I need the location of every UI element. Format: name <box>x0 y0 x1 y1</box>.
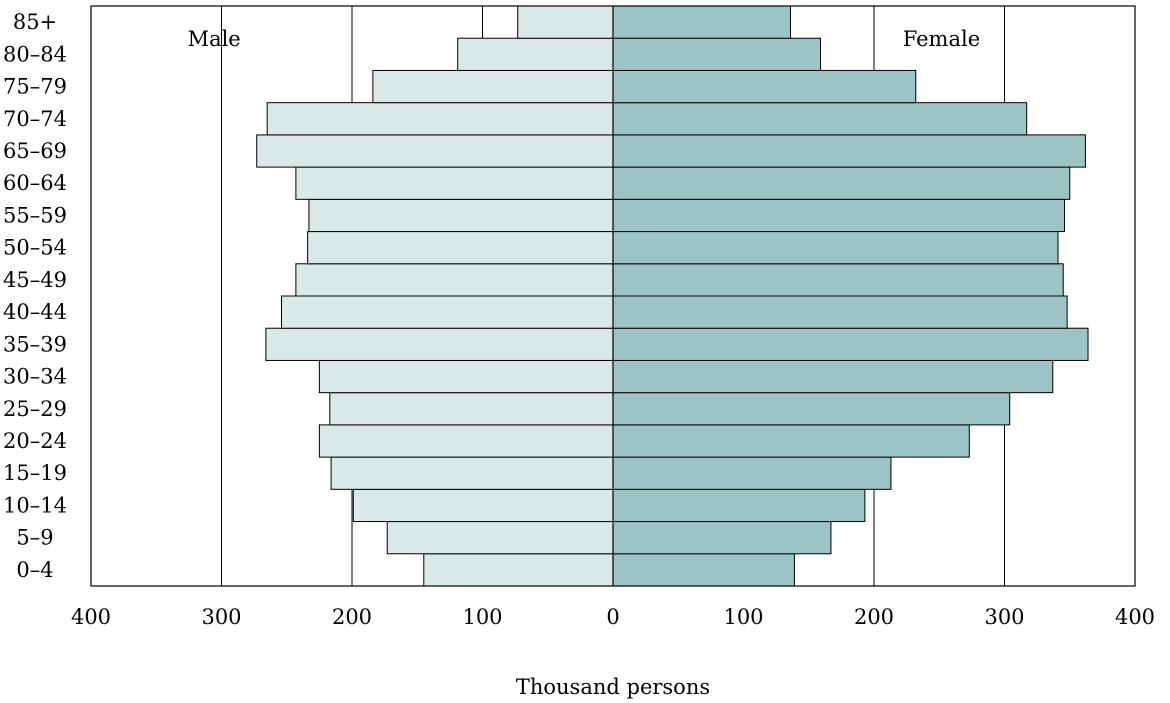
age-group-label: 5–9 <box>16 526 53 550</box>
age-group-labels: 0–4 5–9 10–14 15–19 20–24 25–29 30–34 35–39 40–4… <box>3 10 67 582</box>
female-bar <box>612 392 1011 426</box>
female-bar <box>612 69 917 104</box>
bars <box>256 5 1089 587</box>
male-bar <box>329 392 614 426</box>
age-group-label: 70–74 <box>3 107 67 131</box>
x-tick-label: 200 <box>854 605 894 629</box>
male-bar <box>352 488 614 523</box>
male-bar <box>330 456 614 490</box>
age-group-label: 15–19 <box>3 461 67 485</box>
x-tick-label: 400 <box>1115 605 1155 629</box>
x-tick-label: 400 <box>71 605 111 629</box>
age-group-label: 50–54 <box>3 236 67 260</box>
male-bar <box>517 5 614 39</box>
female-bar <box>612 359 1054 394</box>
age-group-label: 30–34 <box>3 365 67 389</box>
x-tick-label: 100 <box>723 605 763 629</box>
age-group-label: 25–29 <box>3 397 67 421</box>
age-group-label: 60–64 <box>3 171 67 195</box>
male-side-label: Male <box>188 27 241 51</box>
male-bar <box>423 553 614 587</box>
female-bar <box>612 263 1064 297</box>
age-group-label: 35–39 <box>3 332 67 356</box>
age-group-label: 45–49 <box>3 268 67 292</box>
male-bar <box>386 521 614 555</box>
male-bar <box>281 295 614 329</box>
age-group-label: 85+ <box>13 10 57 34</box>
age-group-label: 10–14 <box>3 493 67 517</box>
x-tick-label: 0 <box>606 605 619 629</box>
age-group-label: 75–79 <box>3 75 67 99</box>
x-tick-label: 100 <box>462 605 502 629</box>
male-bar <box>372 69 614 104</box>
male-bar <box>295 166 614 200</box>
female-side-label: Female <box>903 27 980 51</box>
male-bar <box>307 231 614 265</box>
age-group-label: 55–59 <box>3 203 67 227</box>
x-tick-label: 200 <box>332 605 372 629</box>
age-group-label: 0–4 <box>16 558 53 582</box>
female-bar <box>612 327 1089 361</box>
female-bar <box>612 553 795 587</box>
female-bar <box>612 5 791 39</box>
female-bar <box>612 198 1066 233</box>
female-bar <box>612 102 1028 136</box>
male-bar <box>265 327 614 361</box>
age-group-label: 80–84 <box>3 42 67 66</box>
female-bar <box>612 37 821 71</box>
age-group-label: 65–69 <box>3 139 67 163</box>
x-tick-labels: 400 300 200 100 0 100 200 300 400 <box>71 605 1155 629</box>
male-bar <box>295 263 614 297</box>
male-bar <box>318 424 614 458</box>
female-bar <box>612 488 866 523</box>
age-group-label: 40–44 <box>3 300 67 324</box>
female-bar <box>612 231 1059 265</box>
male-bar <box>318 359 614 394</box>
age-group-label: 20–24 <box>3 429 67 453</box>
female-bar <box>612 134 1086 168</box>
x-tick-label: 300 <box>984 605 1024 629</box>
female-bar <box>612 166 1071 200</box>
female-bar <box>612 521 832 555</box>
x-axis-title: Thousand persons <box>516 675 710 699</box>
male-bar <box>457 37 614 71</box>
male-bar <box>266 102 614 136</box>
female-bar <box>612 295 1068 329</box>
male-bar <box>256 134 614 168</box>
female-bar <box>612 456 892 490</box>
male-bar <box>308 198 614 233</box>
x-tick-label: 300 <box>201 605 241 629</box>
female-bar <box>612 424 970 458</box>
